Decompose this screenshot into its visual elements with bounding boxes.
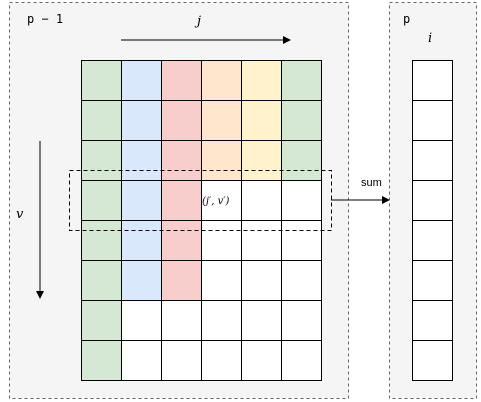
grid-cell [82,141,122,181]
grid-cell [82,221,122,261]
grid-cell [122,61,162,101]
grid-cell [282,101,322,141]
grid-cell [122,141,162,181]
left-grid [82,61,322,381]
grid-cell [282,301,322,341]
grid-cell [162,301,202,341]
grid-cell [242,101,282,141]
cell-label-j-v: (j′, v′) [202,196,230,207]
grid-cell [162,341,202,381]
grid-cell [282,221,322,261]
right-panel-title: p [403,12,410,26]
grid-cell [82,341,122,381]
grid-cell [202,141,242,181]
grid-cell [282,181,322,221]
grid-cell [242,261,282,301]
grid-cell [122,261,162,301]
output-cell [413,341,453,381]
output-cell [413,301,453,341]
grid-cell [162,61,202,101]
grid-cell [162,101,202,141]
grid-cell [82,261,122,301]
grid-cell [202,341,242,381]
grid-cell [282,341,322,381]
output-cell [413,261,453,301]
grid-cell [202,301,242,341]
grid-cell [242,141,282,181]
grid-cell [162,141,202,181]
output-cell [413,181,453,221]
sum-label: sum [361,177,382,189]
grid-cell [242,341,282,381]
grid-cell [82,101,122,141]
grid-cell [242,61,282,101]
row-axis-label: v [16,207,24,222]
output-cell [413,141,453,181]
grid-cell [122,221,162,261]
grid-cell [282,61,322,101]
output-cell [413,101,453,141]
right-column-label: i [428,31,432,46]
left-panel-title: p − 1 [27,12,63,26]
grid-cell [242,221,282,261]
grid-cell [162,221,202,261]
grid-cell [242,301,282,341]
grid-cell [82,181,122,221]
grid-cell [202,261,242,301]
grid-cell [122,181,162,221]
grid-cell [202,61,242,101]
grid-cell [82,61,122,101]
grid-cell [122,341,162,381]
grid-cell [202,101,242,141]
grid-cell [122,101,162,141]
right-grid [413,61,453,381]
grid-cell [122,301,162,341]
grid-cell [162,181,202,221]
grid-cell [282,261,322,301]
output-cell [413,61,453,101]
grid-cell [202,221,242,261]
grid-cell [282,141,322,181]
output-cell [413,221,453,261]
grid-cell [82,301,122,341]
grid-cell [162,261,202,301]
grid-cell [242,181,282,221]
